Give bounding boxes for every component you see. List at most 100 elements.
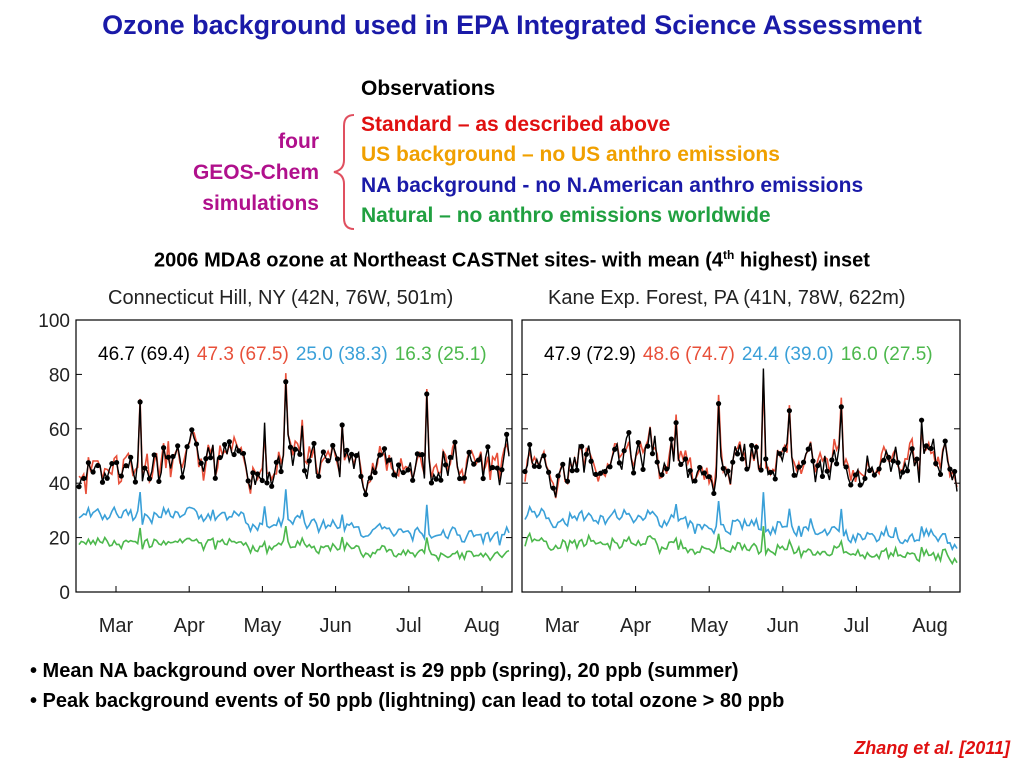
simulations-label-line: simulations [202, 192, 319, 215]
data-point [170, 453, 176, 460]
data-point [687, 468, 693, 474]
data-point [597, 470, 604, 476]
inset-value: 48.6 (74.7) [643, 344, 735, 365]
data-point [146, 476, 153, 482]
data-point [952, 468, 958, 475]
data-point [457, 475, 463, 482]
bullet-list: • Mean NA background over Northeast is 2… [30, 656, 784, 716]
data-point [668, 436, 674, 442]
data-point [895, 460, 901, 466]
data-point [137, 399, 143, 405]
data-point [363, 491, 369, 498]
data-point [810, 458, 816, 464]
data-point [947, 466, 953, 472]
data-point [626, 429, 632, 436]
data-point [480, 475, 486, 482]
inset-value: 46.7 (69.4) [98, 344, 190, 365]
data-point [485, 444, 491, 450]
x-tick-label: Jul [844, 615, 870, 637]
data-point [848, 482, 854, 488]
x-tick-label: May [244, 615, 282, 637]
data-point [339, 422, 345, 428]
data-point [918, 417, 925, 423]
data-point [777, 451, 783, 457]
data-point [829, 457, 835, 463]
data-point [871, 472, 877, 478]
y-tick-label: 40 [49, 474, 70, 495]
data-point [701, 470, 708, 476]
data-point [890, 458, 896, 464]
x-tick-label: Apr [174, 615, 205, 637]
y-tick-label: 100 [38, 311, 70, 332]
data-point [330, 442, 336, 449]
series-line [524, 526, 958, 566]
data-point [212, 475, 218, 481]
data-point [593, 471, 599, 477]
y-tick-label: 20 [49, 529, 70, 550]
x-tick-label: Aug [912, 615, 948, 637]
y-tick-label: 0 [59, 583, 70, 604]
data-point [499, 467, 505, 473]
data-point [640, 466, 646, 473]
data-point [245, 478, 251, 484]
series-line [78, 489, 510, 546]
data-point [301, 468, 308, 474]
subtitle-text-end: highest) inset [734, 249, 870, 272]
data-point [504, 431, 510, 437]
data-point [739, 456, 745, 462]
data-point [90, 469, 96, 475]
data-point [320, 449, 326, 455]
data-point [250, 470, 256, 476]
data-point [193, 441, 200, 447]
chart-title-connecticut-hill: Connecticut Hill, NY (42N, 76W, 501m) [108, 287, 454, 309]
data-point [165, 454, 171, 460]
data-point [325, 458, 331, 464]
x-tick-label: Jun [319, 615, 351, 637]
data-point [179, 474, 185, 480]
x-tick-label: Jul [396, 615, 422, 637]
data-point [334, 456, 341, 462]
subtitle-text: 2006 MDA8 ozone at Northeast CASTNet sit… [154, 249, 724, 272]
data-point [706, 474, 712, 480]
data-point [306, 458, 312, 464]
subtitle-superscript: th [723, 248, 735, 262]
data-point [819, 473, 826, 479]
slide-title: Ozone background used in EPA Integrated … [102, 10, 922, 40]
data-point [466, 449, 472, 455]
data-point [132, 479, 138, 485]
ozone-charts: 0 20 40 60 80 100 Mar Apr May Jun Jul Aug 46.7 (69.4… [38, 311, 961, 637]
data-point [175, 443, 181, 449]
data-point [588, 458, 594, 464]
data-point [156, 478, 162, 485]
data-point [805, 446, 811, 452]
data-point [292, 446, 298, 452]
inset-value: 16.3 (25.1) [395, 344, 487, 365]
citation: Zhang et al. [2011] [854, 738, 1010, 758]
bullet-item: • Peak background events of 50 ppb (ligh… [30, 690, 785, 712]
data-point [546, 469, 552, 475]
data-point [222, 442, 228, 448]
data-point [527, 441, 533, 448]
data-point [428, 480, 435, 486]
data-point [405, 467, 411, 473]
data-point [395, 462, 402, 468]
data-point [269, 483, 275, 489]
data-point [800, 459, 807, 465]
data-point [151, 452, 157, 458]
x-tick-label: Jun [767, 615, 799, 637]
data-point [720, 465, 726, 472]
data-point [900, 469, 906, 475]
data-point [240, 450, 247, 457]
data-point [217, 454, 223, 461]
data-point [612, 446, 618, 452]
data-point [433, 476, 439, 482]
simulations-label: four GEOS-Chem simulations [193, 126, 319, 219]
series-line [78, 525, 510, 563]
inset-value: 47.9 (72.9) [544, 344, 636, 365]
data-point [76, 484, 82, 490]
data-point [424, 391, 430, 397]
data-point [391, 472, 397, 478]
data-point [763, 456, 769, 462]
x-tick-label: Mar [99, 615, 134, 637]
data-point [410, 477, 416, 483]
